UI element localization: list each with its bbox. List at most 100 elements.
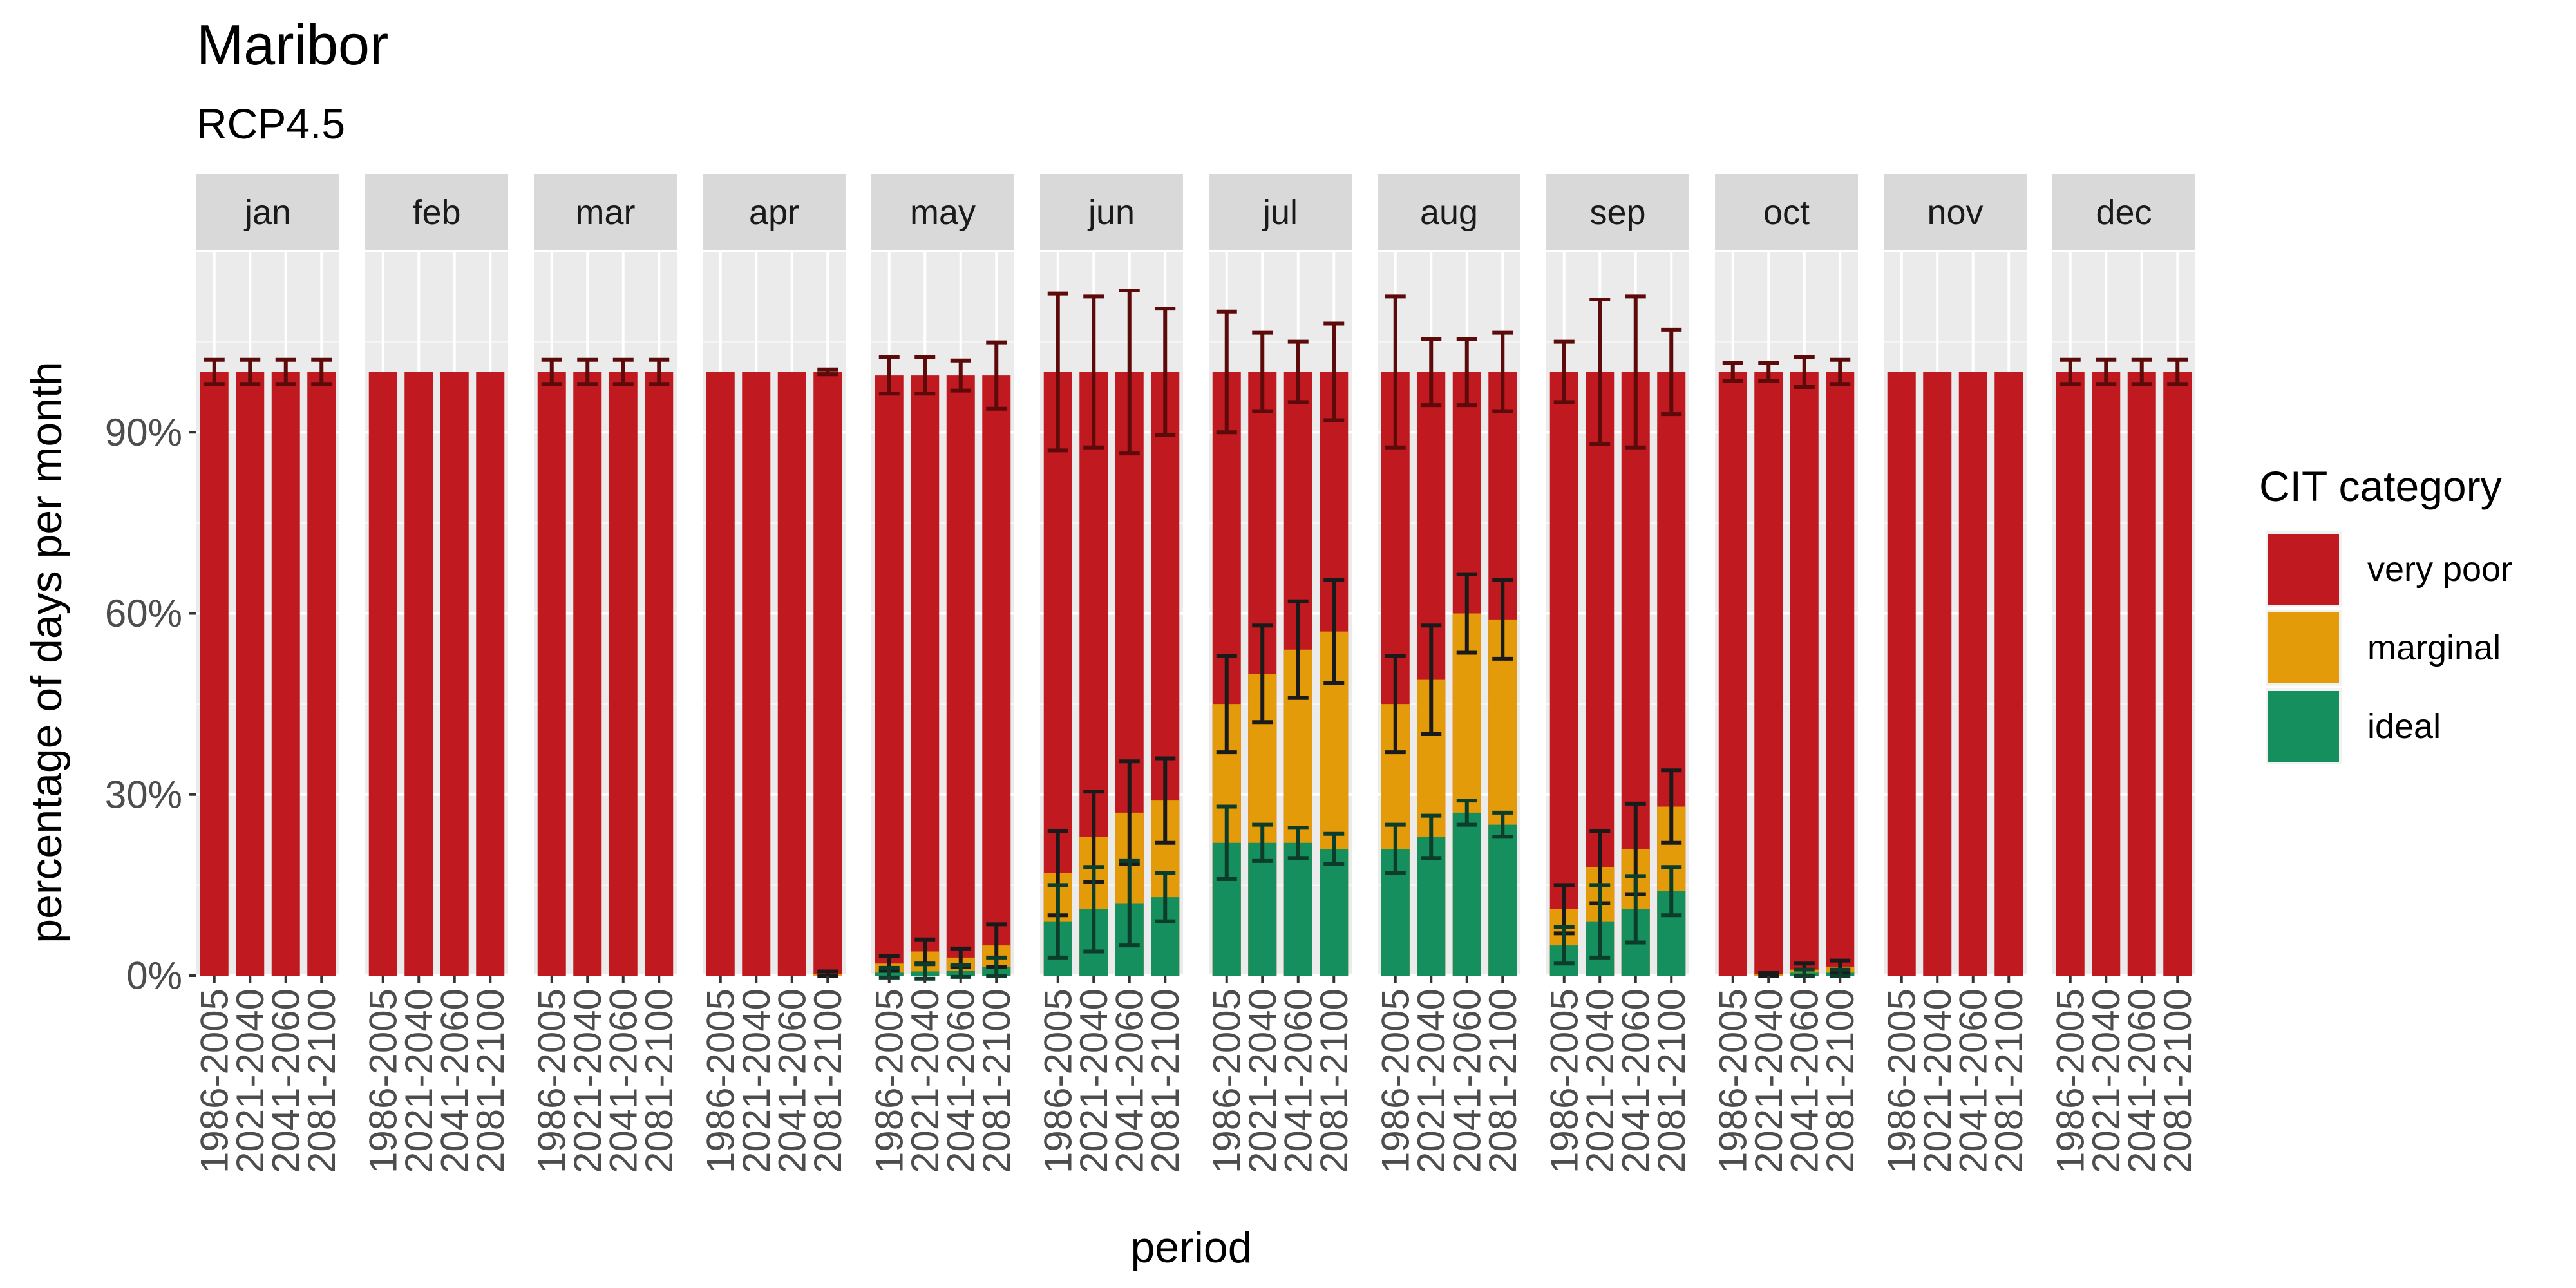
facet-strip: [1546, 174, 1689, 250]
x-tick-label: 2081-2100: [638, 989, 681, 1173]
errorbar-very-poor: [1589, 298, 1611, 446]
errorbar-marginal: [1216, 654, 1237, 755]
facet-strip-label: feb: [412, 193, 460, 232]
facet-strip-label: nov: [1927, 193, 1983, 232]
x-tick-label: 2041-2060: [1783, 989, 1826, 1173]
facet-strip: [1715, 174, 1858, 250]
x-tick-label: 2021-2040: [904, 989, 947, 1173]
bar-very-poor: [777, 372, 806, 976]
errorbar-marginal: [1287, 599, 1309, 700]
errorbar-very-poor: [2167, 357, 2188, 386]
x-tick-label: 2081-2100: [2156, 989, 2199, 1173]
errorbar-very-poor: [275, 357, 296, 386]
x-tick-label: 2081-2100: [1312, 989, 1356, 1173]
bar-very-poor: [440, 372, 469, 976]
facet-strip-label: aug: [1420, 193, 1478, 232]
x-tick-label: 1986-2005: [1374, 989, 1417, 1173]
errorbar-very-poor: [1421, 336, 1442, 408]
bar-very-poor: [2127, 372, 2156, 976]
errorbar-ideal: [1589, 883, 1611, 960]
errorbar-very-poor: [1047, 291, 1068, 453]
bar-very-poor: [2092, 372, 2121, 976]
errorbar-very-poor: [1625, 294, 1646, 450]
x-tick-label: 1986-2005: [1711, 989, 1754, 1173]
bar-very-poor: [1790, 372, 1819, 976]
legend-label: marginal: [2367, 629, 2501, 667]
errorbar-ideal: [1421, 813, 1442, 860]
bar-very-poor: [1549, 372, 1578, 976]
facet-strip: [1209, 174, 1352, 250]
legend-key: [2268, 534, 2339, 605]
bar-very-poor: [307, 372, 336, 976]
bar-very-poor: [271, 372, 300, 976]
bar-very-poor: [706, 372, 735, 976]
legend-entry: very poor: [2266, 531, 2512, 607]
x-tick-label: 2081-2100: [975, 989, 1018, 1173]
x-tick-label: 2041-2060: [264, 989, 307, 1173]
x-tick-label: 1986-2005: [2049, 989, 2092, 1173]
facet-strip: [196, 174, 339, 250]
errorbar-very-poor: [1794, 355, 1815, 389]
facet-strip-label: mar: [576, 193, 636, 232]
bar-very-poor: [813, 372, 842, 976]
errorbar-ideal: [1155, 871, 1176, 923]
errorbar-very-poor: [817, 367, 838, 377]
bar-very-poor: [2056, 372, 2085, 976]
facet-strip: [1884, 174, 2027, 250]
errorbar-marginal: [1385, 654, 1406, 755]
x-tick-label: 2021-2040: [397, 989, 440, 1173]
x-tick-label: 1986-2005: [530, 989, 573, 1173]
errorbar-very-poor: [1155, 307, 1176, 437]
errorbar-very-poor: [1216, 309, 1237, 435]
x-tick-label: 2041-2060: [2120, 989, 2163, 1173]
x-tick-label: 1986-2005: [1205, 989, 1248, 1173]
x-tick-label: 2041-2060: [770, 989, 813, 1173]
x-tick-label: 2021-2040: [1578, 989, 1622, 1173]
errorbar-ideal: [1287, 826, 1309, 860]
bar-very-poor: [742, 372, 771, 976]
bar-very-poor: [1826, 372, 1855, 976]
bar-ideal: [1283, 842, 1312, 976]
x-tick-label: 2021-2040: [566, 989, 609, 1173]
errorbar-ideal: [1119, 858, 1140, 948]
bar-very-poor: [1718, 372, 1747, 976]
chart-title: Maribor: [196, 13, 388, 77]
x-tick-label: 2041-2060: [1951, 989, 1994, 1173]
x-tick-label: 2081-2100: [1481, 989, 1524, 1173]
errorbar-marginal: [1323, 578, 1345, 685]
errorbar-very-poor: [986, 340, 1007, 411]
errorbar-very-poor: [577, 357, 598, 386]
facet-strip-label: dec: [2096, 193, 2152, 232]
bar-very-poor: [875, 375, 904, 976]
x-tick-label: 2041-2060: [1108, 989, 1151, 1173]
errorbar-very-poor: [2060, 357, 2081, 386]
errorbar-ideal: [1492, 810, 1513, 839]
x-tick-label: 2041-2060: [1614, 989, 1657, 1173]
bar-ideal: [1248, 842, 1277, 976]
facet-strip-label: apr: [749, 193, 799, 232]
bar-very-poor: [368, 372, 397, 976]
legend-entry: ideal: [2266, 688, 2441, 764]
facet-strip: [1378, 174, 1520, 250]
errorbar-very-poor: [1252, 330, 1273, 413]
errorbar-very-poor: [1287, 339, 1309, 404]
errorbar-ideal: [1661, 865, 1682, 918]
bar-very-poor: [573, 372, 602, 976]
errorbar-very-poor: [1385, 294, 1406, 450]
x-tick-label: 2081-2100: [300, 989, 343, 1173]
errorbar-very-poor: [1661, 327, 1682, 417]
x-tick-label: 2081-2100: [1144, 989, 1187, 1173]
errorbar-marginal: [1456, 572, 1477, 655]
x-tick-label: 2021-2040: [1747, 989, 1790, 1173]
errorbar-very-poor: [1492, 330, 1513, 413]
facet-strip: [534, 174, 677, 250]
